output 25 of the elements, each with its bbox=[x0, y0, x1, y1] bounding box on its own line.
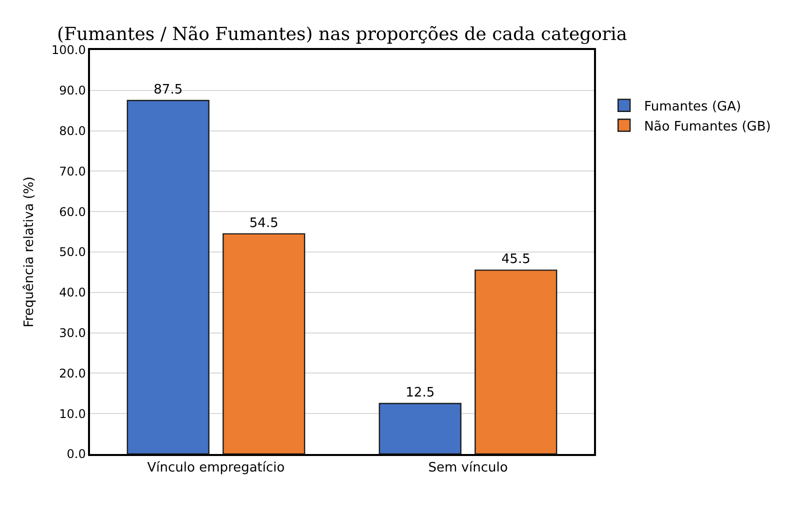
y-tick-label: 50.0 bbox=[59, 245, 86, 260]
bar bbox=[222, 233, 306, 454]
y-tick-label: 30.0 bbox=[59, 326, 86, 340]
x-tick-label: Sem vínculo bbox=[428, 460, 508, 476]
legend-label: Fumantes (GA) bbox=[644, 99, 742, 114]
y-tick-label: 60.0 bbox=[59, 204, 86, 219]
data-label: 12.5 bbox=[406, 386, 435, 400]
y-tick-label: 0.0 bbox=[66, 447, 86, 462]
y-tick-label: 40.0 bbox=[59, 286, 86, 300]
data-label: 54.5 bbox=[249, 216, 278, 231]
y-tick-label: 80.0 bbox=[59, 124, 86, 138]
y-tick-label: 20.0 bbox=[59, 366, 86, 380]
data-label: 87.5 bbox=[154, 82, 183, 98]
y-tick-label: 70.0 bbox=[59, 164, 86, 178]
bar bbox=[126, 100, 210, 454]
data-label: 45.5 bbox=[501, 252, 530, 268]
y-tick-label: 10.0 bbox=[59, 406, 86, 421]
y-tick-label: 90.0 bbox=[59, 84, 86, 98]
bar bbox=[474, 270, 558, 454]
y-tick-label: 100.0 bbox=[51, 43, 86, 58]
x-tick-label: Vínculo empregatício bbox=[147, 460, 285, 476]
y-axis-title: Frequência relativa (%) bbox=[22, 176, 37, 328]
legend-label: Não Fumantes (GB) bbox=[644, 119, 771, 134]
text: (Fumantes / Não Fumantes) nas proporções de cada categoria bbox=[57, 24, 628, 45]
bar bbox=[378, 402, 462, 454]
